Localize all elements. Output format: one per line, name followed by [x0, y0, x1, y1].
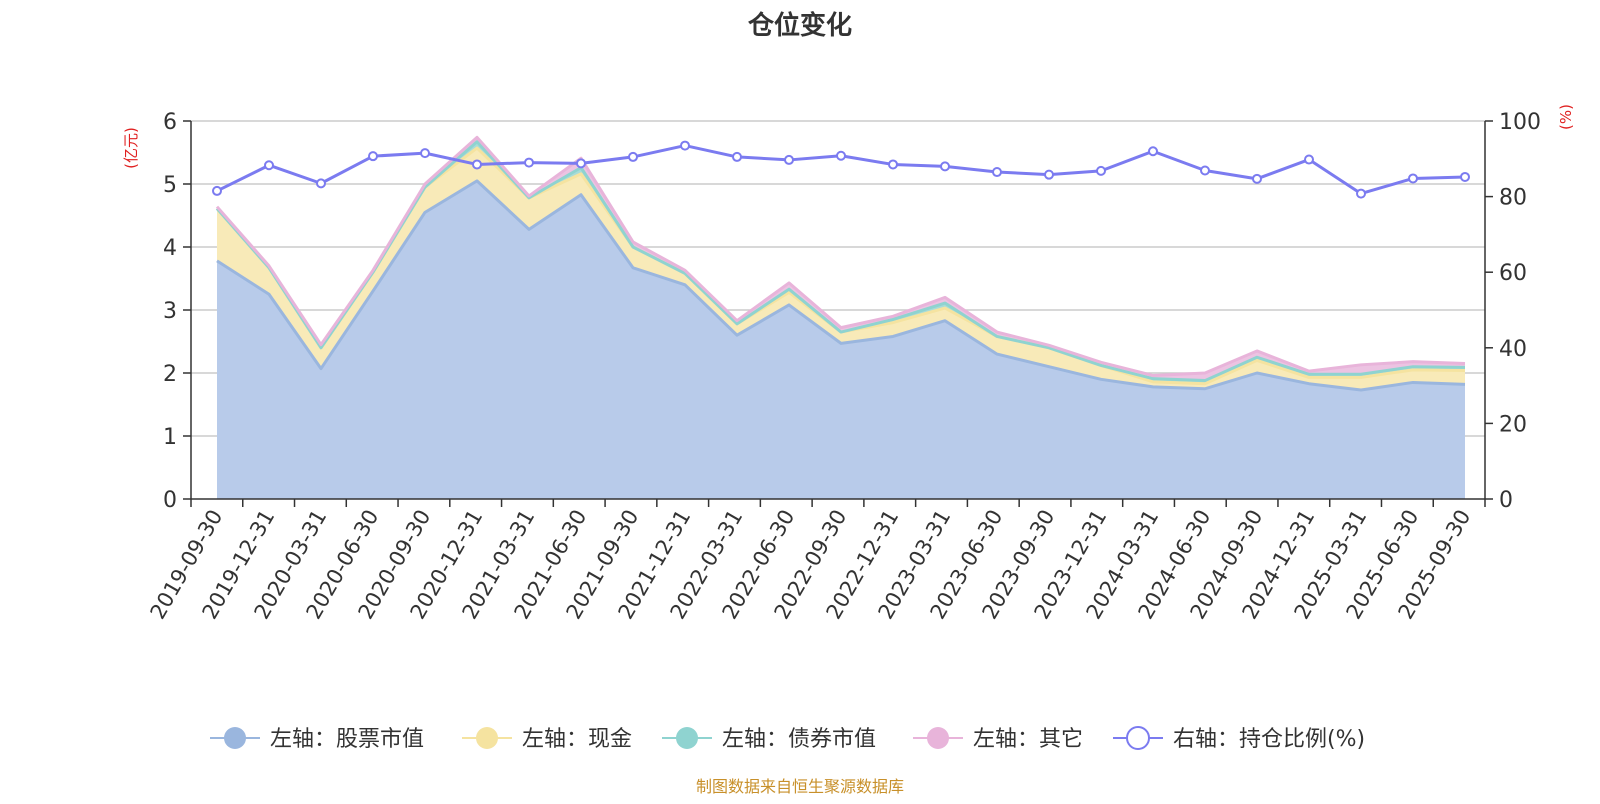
ratio-point [1304, 154, 1314, 165]
ratio-point [316, 178, 326, 189]
ratio-point [732, 151, 742, 162]
legend-label: 左轴：股票市值 [270, 727, 424, 752]
ratio-point [836, 150, 846, 161]
source-note: 制图数据来自恒生聚源数据库 [696, 777, 904, 796]
area-fill-0 [217, 180, 1465, 499]
legend-item: 右轴：持仓比例(%) [1113, 726, 1365, 752]
right-axis-tick-label: 0 [1499, 488, 1513, 513]
ratio-point [420, 148, 430, 159]
ratio-point [1356, 188, 1366, 199]
ratio-point [264, 160, 274, 171]
legend-label: 左轴：债券市值 [722, 727, 876, 752]
right-axis-tick-label: 80 [1499, 186, 1527, 211]
legend-item: 左轴：债券市值 [662, 727, 876, 752]
ratio-point [1460, 171, 1470, 182]
legend-item: 左轴：其它 [913, 727, 1083, 752]
area-edge-0 [216, 179, 1466, 392]
legend-label: 左轴：现金 [522, 727, 632, 752]
legend-item: 左轴：现金 [462, 727, 632, 752]
legend-label: 右轴：持仓比例(%) [1173, 727, 1365, 752]
ratio-point [1252, 173, 1262, 184]
position-ratio-line [212, 140, 1470, 199]
area-edge-2 [215, 140, 1466, 383]
left-axis-tick-label: 0 [163, 488, 177, 513]
legend-swatch-marker [676, 727, 698, 749]
right-axis-tick-label: 60 [1499, 261, 1527, 286]
ratio-point [368, 151, 378, 162]
ratio-point [992, 167, 1002, 178]
ratio-point [1096, 165, 1106, 176]
ratio-point [1408, 173, 1418, 184]
legend-swatch-marker [927, 727, 949, 749]
right-axis-tick-label: 100 [1499, 110, 1541, 135]
ratio-point [628, 151, 638, 162]
left-axis-tick-label: 6 [163, 110, 177, 135]
left-axis-tick-label: 5 [163, 173, 177, 198]
area-fill-1 [217, 148, 1465, 391]
legend-item: 左轴：股票市值 [210, 727, 424, 752]
left-axis-tick-label: 3 [163, 299, 177, 324]
chart-title: 仓位变化 [747, 10, 852, 41]
legend-swatch-marker [1126, 726, 1150, 750]
ratio-point [472, 159, 482, 170]
legend-swatch-marker [476, 727, 498, 749]
legend-swatch-marker [224, 727, 246, 749]
area-edge-3 [215, 135, 1466, 378]
right-axis-tick-label: 20 [1499, 412, 1527, 437]
ratio-point [212, 185, 222, 196]
left-axis-tick-label: 2 [163, 362, 177, 387]
ratio-point [888, 159, 898, 170]
stacked-areas [215, 135, 1466, 499]
left-axis-tick-label: 1 [163, 425, 177, 450]
ratio-point [1148, 146, 1158, 157]
legend: 左轴：股票市值 左轴：现金 左轴：债券市值 左轴：其它 右轴：持仓比例(%) [210, 726, 1365, 752]
ratio-point [784, 154, 794, 165]
ratio-point [524, 157, 534, 168]
legend-label: 左轴：其它 [973, 727, 1083, 752]
ratio-point [1200, 165, 1210, 176]
left-axis-tick-label: 4 [163, 236, 177, 261]
right-axis-tick-label: 40 [1499, 337, 1527, 362]
ratio-point [940, 161, 950, 172]
ratio-point [576, 158, 586, 169]
left-axis-unit-label: (亿元) [122, 127, 140, 169]
ratio-point [1044, 169, 1054, 180]
ratio-point [680, 140, 690, 151]
right-axis-unit-label: (%) [1557, 104, 1575, 130]
